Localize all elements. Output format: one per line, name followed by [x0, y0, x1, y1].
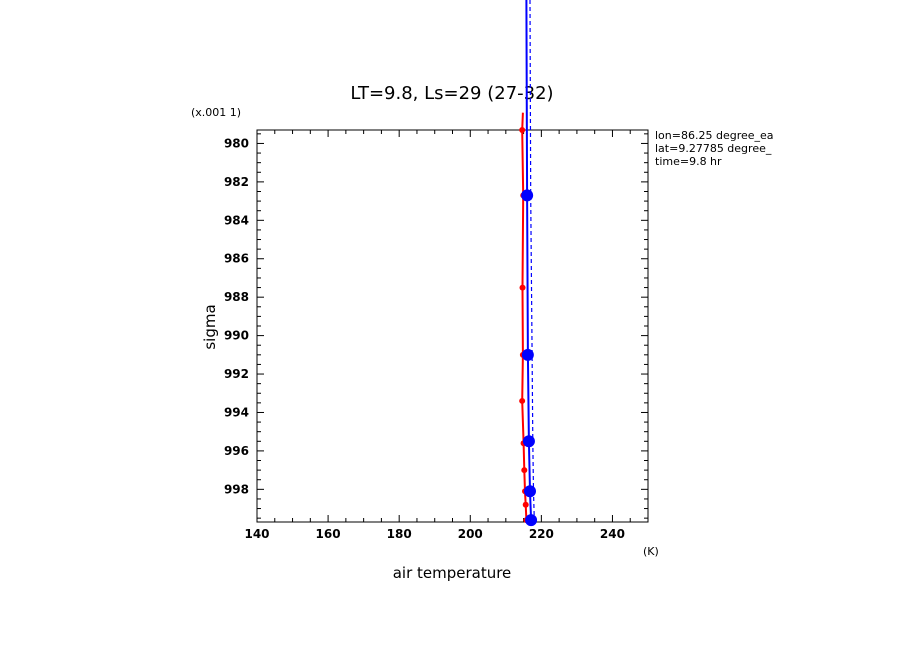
annotation-lon: lon=86.25 degree_ea [655, 129, 774, 142]
series-0-point [521, 467, 528, 474]
x-tick-label: 200 [458, 527, 483, 541]
series-0-point [519, 397, 526, 404]
x-axis-title: air temperature [393, 564, 512, 582]
y-tick-label: 992 [224, 367, 249, 381]
x-tick-label: 140 [244, 527, 269, 541]
plot-frame [256, 129, 649, 523]
series-1-point [521, 189, 534, 202]
chart-title: LT=9.8, Ls=29 (27-32) [350, 83, 553, 104]
x-tick-label: 160 [316, 527, 341, 541]
y-tick-label: 986 [224, 252, 249, 266]
annotation-lat: lat=9.27785 degree_ [655, 142, 772, 155]
series-0-point [519, 284, 526, 291]
series-1-point [523, 485, 536, 498]
x-unit-label: (K) [643, 545, 659, 558]
x-tick-label: 220 [529, 527, 554, 541]
series-0-point [519, 127, 526, 133]
annotation-time: time=9.8 hr [655, 155, 722, 168]
x-tick-label: 240 [600, 527, 625, 541]
series-0-point [522, 501, 529, 508]
y-tick-label: 990 [224, 329, 249, 343]
series-1-point [521, 348, 534, 361]
y-tick-label: 996 [224, 444, 249, 458]
y-tick-label: 994 [224, 405, 249, 419]
y-tick-label: 984 [224, 213, 249, 227]
y-multiplier-label: (x.001 1) [191, 106, 241, 119]
series-line-0 [521, 112, 528, 521]
y-tick-label: 980 [224, 136, 249, 150]
y-tick-label: 988 [224, 290, 249, 304]
series-1-point [522, 435, 535, 448]
y-tick-label: 998 [224, 482, 249, 496]
plot-layer: 140 160 180 200 220 240 980 982 984 986 988 990 992 9… [224, 0, 649, 541]
series-line-2 [529, 0, 535, 521]
x-tick-label: 180 [387, 527, 412, 541]
y-axis-title: sigma [201, 304, 219, 349]
series-1-point [525, 514, 538, 527]
y-tick-label: 982 [224, 175, 249, 189]
